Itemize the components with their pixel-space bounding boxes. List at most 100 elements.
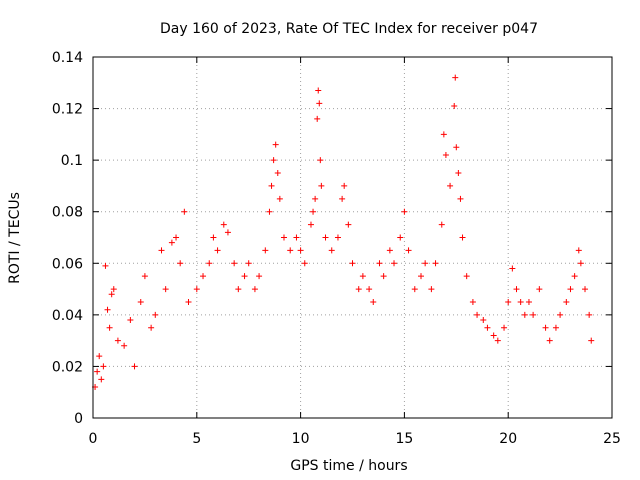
- data-point: [490, 332, 497, 339]
- data-point: [509, 265, 516, 272]
- data-point: [349, 260, 356, 267]
- data-point: [567, 286, 574, 293]
- data-point: [114, 337, 121, 344]
- data-point: [339, 195, 346, 202]
- data-point: [193, 286, 200, 293]
- data-point: [310, 208, 317, 215]
- data-point: [152, 311, 159, 318]
- data-point: [557, 311, 564, 318]
- data-point: [474, 311, 481, 318]
- data-point: [391, 260, 398, 267]
- data-point: [220, 221, 227, 228]
- data-point: [341, 182, 348, 189]
- data-point: [546, 337, 553, 344]
- data-point: [168, 239, 175, 246]
- x-tick-label: 0: [89, 431, 98, 447]
- data-point: [141, 273, 148, 280]
- data-point: [411, 286, 418, 293]
- data-point: [438, 221, 445, 228]
- data-point: [287, 247, 294, 254]
- x-axis-label: GPS time / hours: [290, 458, 407, 474]
- y-tick-label: 0.12: [52, 102, 83, 118]
- data-point: [452, 74, 459, 81]
- y-axis-label: ROTI / TECUs: [7, 192, 23, 284]
- data-point: [563, 298, 570, 305]
- x-tick-label: 10: [292, 431, 310, 447]
- data-point: [582, 286, 589, 293]
- data-point: [127, 317, 134, 324]
- data-point: [494, 337, 501, 344]
- data-point: [397, 234, 404, 241]
- data-point: [206, 260, 213, 267]
- y-tick-label: 0.02: [52, 359, 83, 375]
- data-point: [312, 195, 319, 202]
- data-point: [185, 298, 192, 305]
- gridlines: [93, 57, 612, 418]
- data-point: [110, 286, 117, 293]
- data-point: [268, 182, 275, 189]
- data-point: [100, 363, 107, 370]
- data-point: [94, 368, 101, 375]
- y-tick-label: 0.14: [52, 50, 83, 66]
- data-point: [513, 286, 520, 293]
- data-point: [98, 376, 105, 383]
- data-point: [102, 262, 109, 269]
- data-point: [314, 115, 321, 122]
- data-point: [293, 234, 300, 241]
- data-point: [447, 182, 454, 189]
- data-point: [276, 195, 283, 202]
- data-point: [586, 311, 593, 318]
- data-point: [440, 131, 447, 138]
- plot-frame: [92, 56, 613, 419]
- data-point: [334, 234, 341, 241]
- data-point: [359, 273, 366, 280]
- data-point: [418, 273, 425, 280]
- data-point: [200, 273, 207, 280]
- data-point: [245, 260, 252, 267]
- data-point: [459, 234, 466, 241]
- y-tick-label: 0: [74, 411, 83, 427]
- data-point: [405, 247, 412, 254]
- x-tick-label: 20: [499, 431, 517, 447]
- data-point: [542, 324, 549, 331]
- data-point: [521, 311, 528, 318]
- data-point: [96, 353, 103, 360]
- data-point: [317, 157, 324, 164]
- data-point: [231, 260, 238, 267]
- data-point: [501, 324, 508, 331]
- y-tick-label: 0.06: [52, 256, 83, 272]
- data-points: [92, 74, 595, 391]
- data-point: [318, 182, 325, 189]
- data-point: [428, 286, 435, 293]
- data-point: [104, 306, 111, 313]
- data-point: [256, 273, 263, 280]
- data-point: [588, 337, 595, 344]
- data-point: [432, 260, 439, 267]
- data-point: [224, 229, 231, 236]
- data-point: [322, 234, 329, 241]
- data-point: [517, 298, 524, 305]
- data-point: [463, 273, 470, 280]
- data-point: [455, 170, 462, 177]
- data-point: [484, 324, 491, 331]
- data-point: [422, 260, 429, 267]
- data-point: [376, 260, 383, 267]
- data-point: [121, 342, 128, 349]
- axis-ticks: [92, 56, 613, 419]
- data-point: [316, 100, 323, 107]
- data-point: [469, 298, 476, 305]
- data-point: [536, 286, 543, 293]
- data-point: [552, 324, 559, 331]
- data-point: [173, 234, 180, 241]
- data-point: [571, 273, 578, 280]
- data-point: [266, 208, 273, 215]
- data-point: [158, 247, 165, 254]
- data-point: [328, 247, 335, 254]
- data-point: [530, 311, 537, 318]
- data-point: [235, 286, 242, 293]
- data-point: [315, 87, 322, 94]
- y-tick-labels: 0 0.02 0.04 0.06 0.08 0.1 0.12 0.14: [52, 50, 83, 427]
- x-tick-label: 15: [395, 431, 413, 447]
- data-point: [108, 291, 115, 298]
